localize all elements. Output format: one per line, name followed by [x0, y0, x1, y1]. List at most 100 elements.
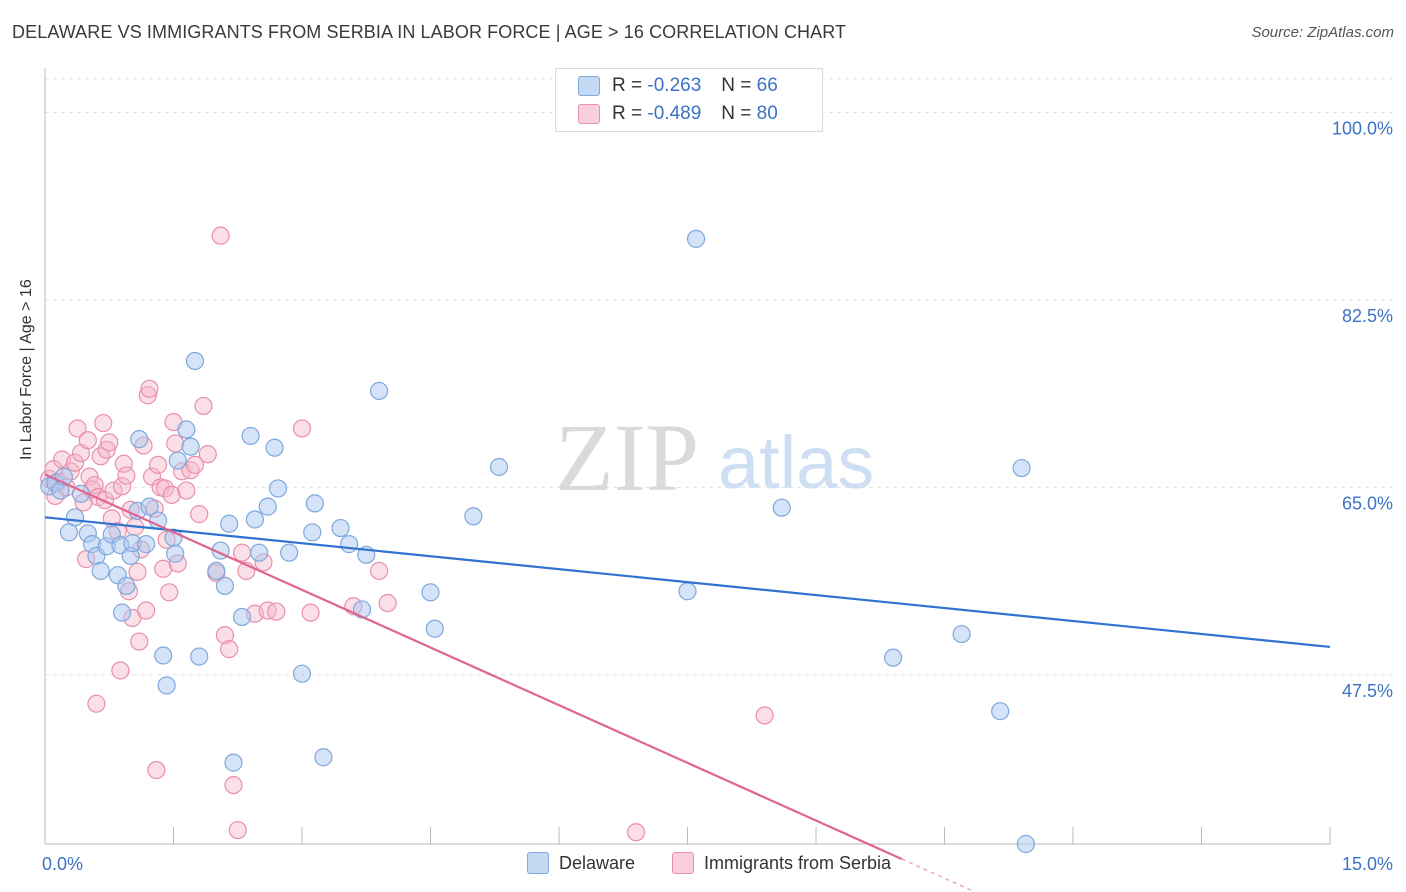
delaware-point	[166, 544, 185, 563]
delaware-trend-line	[44, 516, 1331, 649]
watermark-atlas: atlas	[718, 421, 874, 504]
serbia-point	[166, 434, 185, 453]
x-tick-label: 0.0%	[42, 854, 83, 874]
serbia-point	[128, 562, 147, 582]
delaware-point	[421, 583, 440, 602]
chart-title: DELAWARE VS IMMIGRANTS FROM SERBIA IN LA…	[12, 22, 847, 42]
delaware-point	[232, 607, 252, 627]
delaware-point	[112, 603, 132, 622]
delaware-point	[952, 624, 971, 644]
correlation-legend: R = -0.263 N = 66 R = -0.489 N = 80	[555, 68, 823, 132]
delaware-point	[65, 508, 85, 527]
chart-source: Source: ZipAtlas.com	[1251, 24, 1394, 41]
axes	[44, 68, 1331, 845]
delaware-point	[772, 498, 791, 517]
watermark: ZIP atlas	[555, 404, 874, 511]
serbia-point	[177, 481, 196, 500]
delaware-point	[181, 437, 200, 456]
delaware-points	[40, 229, 1035, 854]
delaware-point	[154, 646, 173, 665]
serbia-trend-extension	[901, 858, 975, 892]
serbia-point	[100, 433, 119, 452]
delaware-point	[245, 510, 264, 529]
serbia-point	[148, 455, 168, 474]
serbia-point	[104, 481, 123, 500]
delaware-point	[148, 511, 168, 530]
serbia-point	[130, 632, 149, 651]
delaware-point	[140, 497, 159, 516]
serbia-point	[228, 820, 247, 840]
delaware-point	[314, 748, 333, 767]
serbia-point	[162, 485, 181, 504]
bottom-legend-delaware[interactable]: Delaware	[527, 852, 635, 874]
serbia-point	[136, 601, 156, 620]
serbia-swatch	[578, 104, 600, 124]
bottom-legend-serbia[interactable]: Immigrants from Serbia	[672, 852, 891, 874]
delaware-point	[292, 664, 312, 683]
delaware-point	[370, 381, 389, 401]
delaware-point	[1012, 458, 1031, 478]
delaware-point	[280, 543, 299, 562]
delaware-point	[190, 647, 209, 666]
y-tick-label: 100.0%	[1332, 118, 1393, 138]
serbia-point	[94, 413, 113, 433]
delaware-point	[305, 494, 324, 513]
serbia-point	[378, 593, 397, 613]
delaware-point	[220, 514, 239, 533]
legend-row-serbia: R = -0.489 N = 80	[578, 101, 778, 127]
delaware-n-value: 66	[756, 75, 778, 96]
serbia-point	[198, 445, 217, 464]
trend-lines	[44, 473, 1331, 892]
serbia-point	[267, 602, 286, 621]
serbia-point	[755, 706, 774, 725]
serbia-point	[68, 419, 87, 438]
delaware-point	[340, 535, 359, 554]
delaware-point	[352, 600, 372, 619]
delaware-point	[1016, 834, 1035, 854]
serbia-point	[626, 823, 646, 842]
delaware-point	[207, 561, 226, 580]
serbia-point	[85, 476, 104, 495]
serbia-point	[160, 583, 179, 602]
delaware-point	[464, 507, 483, 526]
bottom-legend-delaware-label: Delaware	[559, 852, 636, 873]
delaware-point	[130, 430, 149, 449]
serbia-point	[155, 479, 175, 498]
serbia-swatch	[672, 852, 694, 874]
serbia-point	[138, 386, 157, 405]
delaware-point	[331, 518, 350, 538]
delaware-point	[177, 420, 196, 439]
serbia-n-value: 80	[756, 103, 778, 124]
serbia-point	[370, 561, 389, 580]
legend-row-delaware: R = -0.263 N = 66	[578, 73, 778, 99]
delaware-point	[258, 497, 277, 516]
serbia-point	[292, 419, 312, 438]
delaware-point	[157, 676, 176, 695]
y-tick-label: 65.0%	[1342, 493, 1393, 513]
delaware-point	[883, 648, 903, 667]
serbia-point	[232, 543, 252, 562]
delaware-point	[489, 457, 509, 477]
delaware-point	[425, 619, 444, 638]
delaware-point	[303, 523, 322, 542]
delaware-point	[678, 582, 697, 601]
serbia-point	[140, 379, 159, 398]
delaware-point	[250, 543, 269, 562]
y-tick-label: 47.5%	[1342, 681, 1393, 701]
delaware-point	[991, 702, 1010, 721]
delaware-swatch	[527, 852, 549, 874]
x-tick-label: 15.0%	[1342, 854, 1393, 874]
serbia-point	[185, 455, 205, 474]
serbia-point	[190, 505, 209, 524]
y-axis-label: In Labor Force | Age > 16	[18, 279, 35, 460]
delaware-point	[224, 753, 243, 772]
delaware-r-value: -0.263	[647, 75, 702, 96]
legend-r-label: R =	[612, 103, 643, 124]
serbia-point	[117, 466, 136, 485]
serbia-point	[224, 775, 243, 795]
y-tick-label: 82.5%	[1342, 306, 1393, 326]
serbia-point	[111, 661, 130, 680]
serbia-point	[147, 760, 166, 780]
serbia-point	[112, 477, 132, 496]
